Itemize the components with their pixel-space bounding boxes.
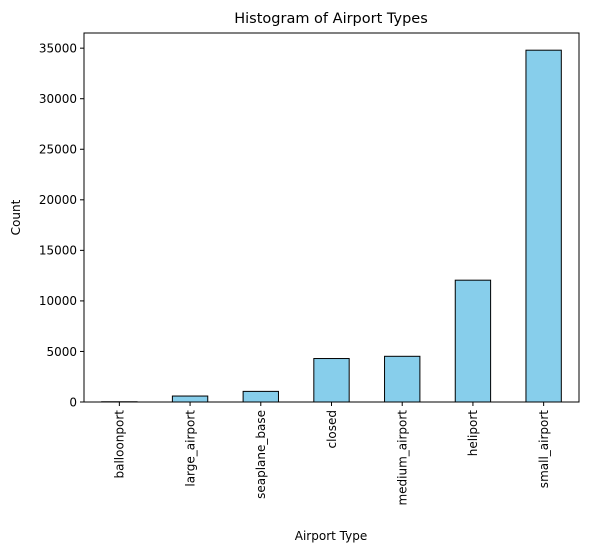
- y-tick-label: 10000: [39, 294, 77, 308]
- bar-seaplane_base: [242, 390, 279, 403]
- plot-frame: [83, 32, 580, 403]
- y-tick-label: 20000: [39, 193, 77, 207]
- y-tick-label: 5000: [46, 345, 77, 359]
- chart-title: Histogram of Airport Types: [234, 11, 428, 27]
- x-axis-label: Airport Type: [295, 529, 367, 543]
- x-tick-label: medium_airport: [396, 410, 410, 506]
- y-tick-label: 35000: [39, 41, 77, 55]
- x-axis: balloonport large_airport seaplane_base clo…: [113, 402, 551, 506]
- y-tick-label: 0: [69, 395, 77, 409]
- y-axis-label: Count: [9, 199, 23, 235]
- x-tick-label: heliport: [466, 410, 480, 457]
- x-tick-label: large_airport: [183, 410, 197, 487]
- bar-closed: [313, 358, 350, 403]
- x-tick-label: closed: [325, 410, 339, 449]
- bar-large_airport: [171, 395, 209, 403]
- y-tick-label: 25000: [39, 143, 77, 157]
- bar-heliport: [454, 279, 492, 403]
- bar-small_airport: [525, 49, 562, 403]
- x-tick-label: small_airport: [537, 410, 551, 488]
- x-tick-label: balloonport: [113, 410, 127, 479]
- bar-medium_airport: [384, 355, 421, 403]
- y-tick-label: 30000: [39, 92, 77, 106]
- x-tick-label: seaplane_base: [254, 410, 268, 499]
- bars-layer: [101, 49, 562, 403]
- y-axis: 0 5000 10000 15000 20000 25000 30000 35000: [39, 41, 84, 409]
- y-tick-label: 15000: [39, 244, 77, 258]
